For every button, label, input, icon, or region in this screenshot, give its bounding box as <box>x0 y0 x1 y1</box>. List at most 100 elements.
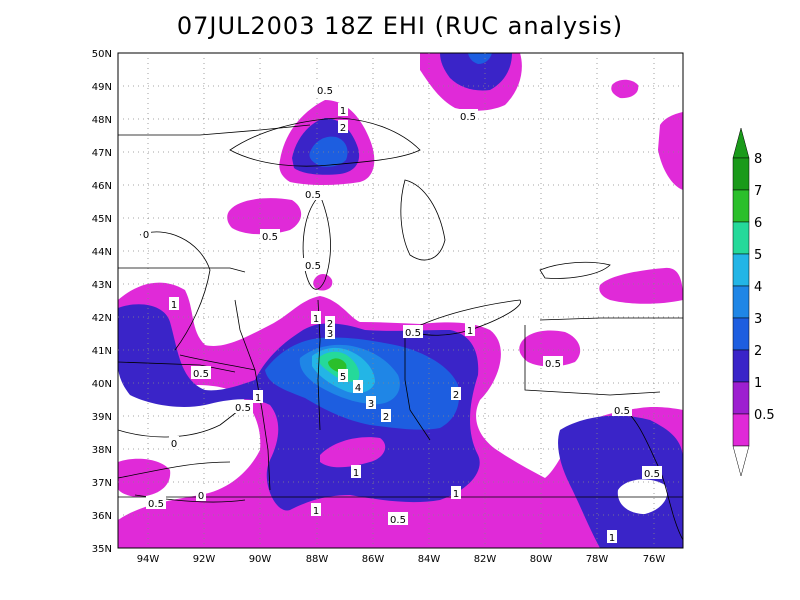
map-fill-layer <box>118 53 683 548</box>
contour-label: 0 <box>141 227 151 241</box>
contour-label-text: 1 <box>340 106 346 117</box>
contour-label: 1 <box>311 503 321 517</box>
contour-label-text: 0.5 <box>644 469 660 480</box>
contour-label-box <box>141 227 151 240</box>
axis-labels: 94W 92W 90W 88W 86W 84W 82W 80W 78W 76W 50N 49N 48N… <box>92 49 666 565</box>
gridlines <box>118 53 683 548</box>
colorbar-label-1: 7 <box>754 184 762 199</box>
contour-label: 0.5 <box>458 109 478 123</box>
contour-label-box <box>381 409 391 422</box>
ehi-blob-ne <box>611 79 639 99</box>
contour-label: 1 <box>351 465 361 479</box>
contour-label-text: 0.5 <box>193 369 209 380</box>
state-border-ia <box>118 267 246 273</box>
contour-label: 1 <box>169 297 179 311</box>
contour-label: 0 <box>196 488 206 502</box>
contour-label-text: 1 <box>453 489 459 500</box>
contour-label-text: 2 <box>327 319 333 330</box>
lake-michigan <box>302 194 331 290</box>
state-border-pa <box>524 325 661 396</box>
lon-tick-6: 82W <box>474 554 497 565</box>
contour-label-box <box>253 390 263 403</box>
contour-label-text: 0.5 <box>460 112 476 123</box>
contour-label-text: 0.5 <box>614 406 630 417</box>
lat-tick-8: 42N <box>92 313 112 324</box>
colorbar-top-triangle <box>732 127 750 159</box>
lat-tick-labels: 50N 49N 48N 47N 46N 45N 44N 43N 42N 41N 40N 39N 38N 3… <box>92 49 112 555</box>
colorbar-label-6: 2 <box>754 344 762 359</box>
contour-label-box <box>451 486 461 499</box>
colorbar-box-0 <box>732 157 750 191</box>
lat-tick-14: 36N <box>92 511 112 522</box>
lon-tick-5: 84W <box>418 554 441 565</box>
contour-label: 2 <box>338 120 348 134</box>
lon-tick-labels: 94W 92W 90W 88W 86W 84W 82W 80W 78W 76W <box>137 554 666 565</box>
map-title: 07JUL2003 18Z EHI (RUC analysis) <box>176 12 624 40</box>
colorbar-label-7: 1 <box>754 376 762 391</box>
contour-label: 0.5 <box>260 229 280 243</box>
geographic-lines <box>118 117 683 541</box>
contour-label-box <box>366 396 376 409</box>
contour-label: 0.5 <box>303 187 323 201</box>
contour-label-box <box>351 465 361 478</box>
contour-label-box <box>612 403 632 416</box>
colorbar-label-5: 3 <box>754 312 762 327</box>
colorbar-box-1 <box>732 189 750 223</box>
contour-label-text: 0.5 <box>235 403 251 414</box>
contour-label-text: 1 <box>313 506 319 517</box>
contour-zero-2 <box>139 231 211 351</box>
contour-label: 0.5 <box>303 258 323 272</box>
contour-label-box <box>191 366 211 379</box>
contour-label: 5 <box>338 369 348 383</box>
contour-label-text: 1 <box>609 533 615 544</box>
lat-tick-13: 37N <box>92 478 112 489</box>
contour-label-text: 0 <box>198 491 204 502</box>
lat-tick-2: 48N <box>92 115 112 126</box>
contour-label-box <box>311 311 321 324</box>
lon-tick-2: 90W <box>249 554 272 565</box>
contour-label: 3 <box>325 326 335 340</box>
contour-label: 0.5 <box>403 325 423 339</box>
lat-tick-7: 43N <box>92 280 112 291</box>
contour-label-box <box>169 297 179 310</box>
contour-label-text: 0.5 <box>305 190 321 201</box>
contour-label: 0.5 <box>642 466 662 480</box>
contour-label: 0.5 <box>191 366 211 380</box>
contour-label: 4 <box>353 380 363 394</box>
ehi-region-top-2 <box>468 53 492 64</box>
contour-label: 0.5 <box>543 356 563 370</box>
lat-tick-10: 40N <box>92 379 112 390</box>
contour-label-box <box>338 103 348 116</box>
contour-label-box <box>388 512 408 525</box>
contour-label-box <box>315 83 335 96</box>
ehi-blob-wisconsin <box>227 198 302 235</box>
contour-label-box <box>543 356 563 369</box>
contour-label-text: 0 <box>143 230 149 241</box>
contour-label: 0.5 <box>388 512 408 526</box>
colorbar-label-0: 8 <box>754 152 762 167</box>
ehi-blob-pa <box>519 330 581 367</box>
state-border-north <box>118 124 311 136</box>
lon-tick-1: 92W <box>193 554 216 565</box>
contour-label-box <box>169 436 179 449</box>
colorbar-boxes <box>732 157 750 447</box>
state-border-oh <box>404 325 431 441</box>
lat-tick-11: 39N <box>92 412 112 423</box>
contour-label: 1 <box>253 390 263 404</box>
contour-label: 2 <box>381 409 391 423</box>
contour-label-box <box>260 229 280 242</box>
lat-tick-12: 38N <box>92 445 112 456</box>
contour-label-text: 3 <box>327 329 333 340</box>
contour-label-box <box>607 530 617 543</box>
colorbar-box-3 <box>732 253 750 287</box>
contour-label-text: 3 <box>368 399 374 410</box>
lat-tick-3: 47N <box>92 148 112 159</box>
ehi-blob-ontario <box>599 267 683 304</box>
contour-label: 0.5 <box>315 83 335 97</box>
contour-label-text: 1 <box>467 326 473 337</box>
colorbar-labels: 8 7 6 5 4 3 2 1 0.5 <box>754 152 775 423</box>
ehi-region-6 <box>328 358 347 373</box>
state-border-mo <box>118 361 236 373</box>
lake-erie <box>409 299 521 336</box>
